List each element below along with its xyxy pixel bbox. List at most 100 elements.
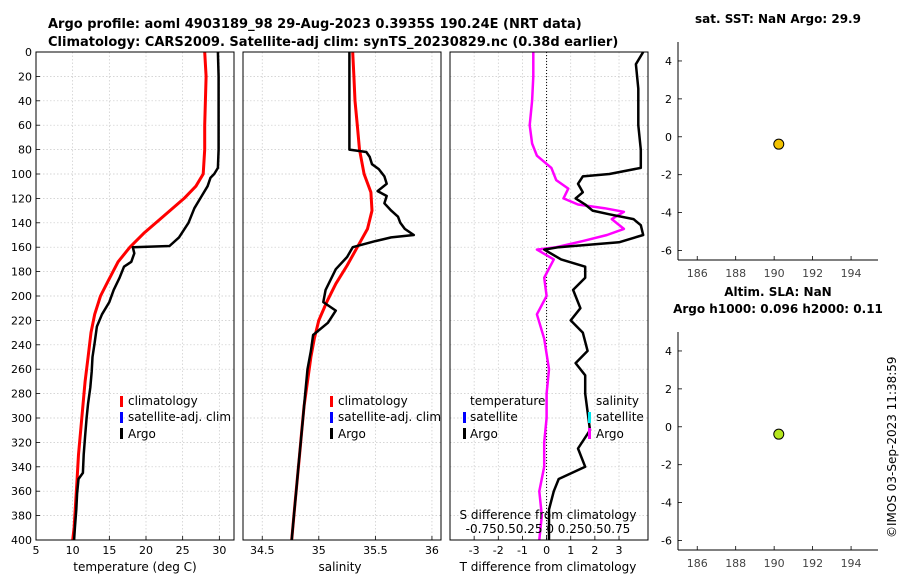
y-tick-label: -6 bbox=[661, 535, 672, 548]
x-tick-label: 1 bbox=[567, 544, 574, 557]
y-tick-label: -2 bbox=[661, 169, 672, 182]
temperature-panel: 5 10 15 20 25 3002040608010012014016018020022… bbox=[11, 46, 235, 557]
title-line-1: Argo profile: aoml 4903189_98 29-Aug-202… bbox=[48, 17, 582, 32]
argo-line bbox=[72, 51, 220, 541]
temperature-legend: climatology satellite-adj. clim Argo bbox=[120, 394, 231, 441]
legend-swatch-climatology bbox=[120, 396, 123, 407]
sst-panel: -6 -4 -2 0 2 4 186 188 190 192 194 bbox=[661, 42, 878, 280]
x-tick-label: 34.5 bbox=[250, 544, 275, 557]
x-tick-label: 194 bbox=[841, 267, 862, 280]
x-tick-label: 190 bbox=[764, 267, 785, 280]
y-tick-label: 320 bbox=[11, 436, 32, 449]
difference-panel: -3 -2 -1 0 1 2 3 bbox=[449, 51, 649, 557]
x-tick-label: 10 bbox=[66, 544, 80, 557]
x-tick-label: -2 bbox=[493, 544, 504, 557]
legend-label: climatology bbox=[128, 394, 198, 408]
y-tick-label: -2 bbox=[661, 459, 672, 472]
x-tick-label: 188 bbox=[725, 267, 746, 280]
x-tick-label: 35 bbox=[312, 544, 326, 557]
s-argo-line bbox=[528, 52, 626, 541]
s-difference-label: S difference from climatology bbox=[460, 508, 637, 522]
sla-panel: -6 -4 -2 0 2 4 186 188 190 192 194 bbox=[661, 332, 878, 570]
sla-title-1: Altim. SLA: NaN bbox=[724, 285, 831, 299]
y-tick-label: 100 bbox=[11, 168, 32, 181]
x-tick-label: 3 bbox=[616, 544, 623, 557]
y-tick-label: 2 bbox=[665, 383, 672, 396]
y-tick-label: -4 bbox=[661, 497, 672, 510]
y-tick-label: 0 bbox=[665, 131, 672, 144]
legend-label: Argo bbox=[596, 427, 624, 441]
y-tick-label: 0 bbox=[25, 46, 32, 59]
title-line-2: Climatology: CARS2009. Satellite-adj cli… bbox=[48, 35, 618, 50]
legend-label: satellite-adj. clim bbox=[128, 410, 231, 424]
y-tick-label: 260 bbox=[11, 363, 32, 376]
x-tick-label: 36 bbox=[425, 544, 439, 557]
legend-label: satellite bbox=[470, 410, 518, 424]
x-tick-label: 2 bbox=[591, 544, 598, 557]
legend-title-salinity: salinity bbox=[596, 394, 639, 408]
argo-line bbox=[290, 52, 416, 541]
legend-label: Argo bbox=[128, 427, 156, 441]
difference-xlabel: T difference from climatology bbox=[459, 560, 637, 574]
y-tick-label: 120 bbox=[11, 192, 32, 205]
y-tick-label: 380 bbox=[11, 510, 32, 523]
x-tick-label: 35.5 bbox=[363, 544, 388, 557]
legend-label: Argo bbox=[470, 427, 498, 441]
sst-title: sat. SST: NaN Argo: 29.9 bbox=[695, 12, 861, 26]
y-tick-label: -6 bbox=[661, 245, 672, 258]
y-tick-label: 400 bbox=[11, 534, 32, 547]
legend-swatch-argo bbox=[120, 428, 123, 439]
legend-label: climatology bbox=[338, 394, 408, 408]
y-tick-label: 300 bbox=[11, 412, 32, 425]
x-tick-label: -1 bbox=[517, 544, 528, 557]
sla-title-2: Argo h1000: 0.096 h2000: 0.11 bbox=[673, 302, 883, 316]
difference-legend: temperature satellite Argo salinity sate… bbox=[463, 394, 644, 441]
data-point bbox=[773, 138, 785, 150]
y-tick-label: 340 bbox=[11, 461, 32, 474]
temperature-xlabel: temperature (deg C) bbox=[73, 560, 196, 574]
x-tick-label: 188 bbox=[725, 557, 746, 570]
x-tick-label: 5 bbox=[33, 544, 40, 557]
data-point bbox=[773, 428, 785, 440]
x-tick-label: 192 bbox=[802, 267, 823, 280]
y-tick-label: 180 bbox=[11, 266, 32, 279]
legend-swatch-t-argo bbox=[463, 428, 466, 439]
legend-swatch-s-satellite bbox=[588, 412, 591, 423]
x-tick-label: 30 bbox=[212, 544, 226, 557]
y-tick-label: 40 bbox=[18, 95, 32, 108]
y-tick-label: -4 bbox=[661, 207, 672, 220]
legend-title-temperature: temperature bbox=[470, 394, 545, 408]
x-tick-label: 0 bbox=[543, 544, 550, 557]
plot-frame bbox=[242, 51, 442, 541]
legend-label: Argo bbox=[338, 427, 366, 441]
plot-frame bbox=[449, 51, 649, 541]
s-difference-ticks: -0.750.50.25 0 0.250.50.75 bbox=[466, 522, 631, 536]
plot-frame bbox=[35, 51, 235, 541]
legend-swatch-satellite bbox=[330, 412, 333, 423]
legend-swatch-t-satellite bbox=[463, 412, 466, 423]
salinity-legend: climatology satellite-adj. clim Argo bbox=[330, 394, 441, 441]
y-tick-label: 360 bbox=[11, 485, 32, 498]
x-tick-label: 186 bbox=[687, 557, 708, 570]
y-tick-label: 80 bbox=[18, 144, 32, 157]
y-tick-label: 200 bbox=[11, 290, 32, 303]
plot-area bbox=[678, 42, 878, 260]
y-tick-label: 0 bbox=[665, 421, 672, 434]
legend-label: satellite-adj. clim bbox=[338, 410, 441, 424]
y-tick-label: 140 bbox=[11, 217, 32, 230]
legend-swatch-argo bbox=[330, 428, 333, 439]
t-argo-line bbox=[542, 51, 645, 540]
y-tick-label: 240 bbox=[11, 339, 32, 352]
y-tick-label: 160 bbox=[11, 241, 32, 254]
y-tick-label: 4 bbox=[665, 55, 672, 68]
timestamp-stamp: ©IMOS 03-Sep-2023 11:38:59 bbox=[885, 356, 899, 538]
climatology-line bbox=[71, 51, 208, 541]
x-tick-label: 192 bbox=[802, 557, 823, 570]
legend-swatch-s-argo bbox=[588, 428, 591, 439]
x-tick-label: 186 bbox=[687, 267, 708, 280]
legend-swatch-satellite bbox=[120, 412, 123, 423]
y-tick-label: 4 bbox=[665, 345, 672, 358]
y-tick-label: 2 bbox=[665, 93, 672, 106]
salinity-xlabel: salinity bbox=[318, 560, 361, 574]
